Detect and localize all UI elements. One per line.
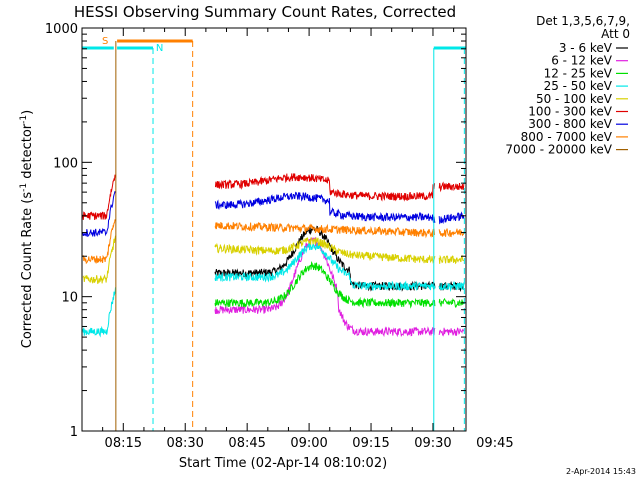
x-tick-label: 08:15: [105, 436, 142, 451]
legend-label: 300 - 800 keV: [528, 117, 612, 131]
series-line: [82, 219, 116, 265]
series-line: [214, 242, 436, 292]
data-layer: [82, 173, 465, 338]
legend-label: 7000 - 20000 keV: [505, 143, 612, 157]
tick-layer: 1 10 100 1000 08:15 08:30 08:45 09:00 09:15 09:30…: [45, 22, 514, 451]
legend-label: 12 - 25 keV: [544, 66, 613, 80]
y-label-mid: detector: [20, 123, 35, 183]
series-line: [438, 297, 465, 308]
series-line: [214, 221, 436, 239]
y-tick-label: 1000: [45, 22, 78, 37]
series-line: [438, 254, 465, 265]
series-line: [214, 236, 436, 264]
y-axis-label: Corrected Count Rate (s-1 detector-1): [19, 110, 35, 348]
legend-header-line2: Att 0: [601, 27, 630, 41]
series-line: [438, 327, 465, 337]
series-line: [82, 174, 116, 220]
x-tick-label: 09:30: [414, 436, 451, 451]
x-tick-label: 09:00: [290, 436, 327, 451]
x-tick-label: 09:45: [476, 436, 513, 451]
y-tick-label: 10: [61, 291, 78, 306]
series-line: [438, 211, 465, 225]
series-line: [438, 181, 465, 193]
legend-label: 25 - 50 keV: [544, 79, 613, 93]
y-label-sup2: -1: [19, 115, 29, 124]
plot-frame: [81, 27, 467, 432]
y-tick-label: 1: [70, 425, 78, 440]
legend-label: 6 - 12 keV: [551, 54, 613, 68]
x-tick-label: 08:30: [166, 436, 203, 451]
series-line: [438, 228, 465, 238]
series-line: [215, 173, 436, 202]
series-line: [82, 287, 116, 338]
series-line: [82, 191, 116, 237]
series-line: [438, 280, 465, 292]
y-label-sup1: -1: [19, 183, 29, 192]
legend-header-line1: Det 1,3,5,6,7,9,: [536, 14, 630, 28]
series-line: [214, 191, 436, 223]
x-tick-label: 09:15: [352, 436, 389, 451]
legend-label: 100 - 300 keV: [528, 105, 612, 119]
saa-flag-label: S: [102, 36, 108, 47]
y-tick-label: 100: [53, 156, 78, 171]
night-flag-label: N: [156, 43, 163, 54]
chart-title: HESSI Observing Summary Count Rates, Cor…: [74, 3, 456, 21]
series-line: [214, 261, 436, 309]
y-label-main: Corrected Count Rate (s: [20, 192, 35, 349]
legend-label: 3 - 6 keV: [559, 41, 613, 55]
x-axis-label: Start Time (02-Apr-14 08:10:02): [179, 456, 387, 471]
y-label-end: ): [20, 110, 35, 115]
flag-layer: SN: [82, 36, 466, 431]
timestamp: 2-Apr-2014 15:43: [566, 467, 636, 476]
series-line: [82, 235, 116, 285]
legend-label: 800 - 7000 keV: [521, 130, 613, 144]
legend-label: 50 - 100 keV: [536, 92, 613, 106]
x-tick-label: 08:45: [228, 436, 265, 451]
